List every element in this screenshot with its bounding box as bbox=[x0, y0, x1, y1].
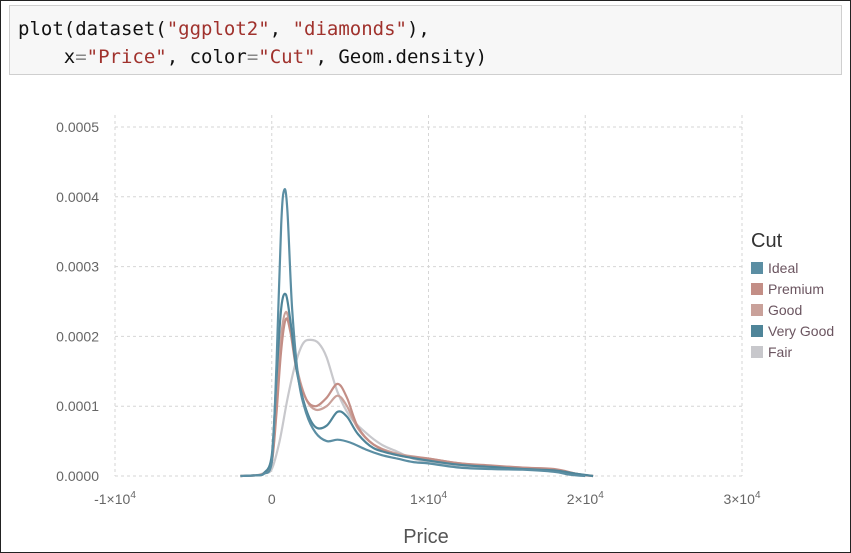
x-tick-label: 3×104 bbox=[723, 490, 761, 507]
code-string: "Price" bbox=[86, 46, 167, 68]
y-tick-label: 0.0004 bbox=[56, 189, 99, 205]
x-axis-label: Price bbox=[403, 526, 449, 548]
legend-label: Premium bbox=[768, 281, 824, 297]
legend-swatch bbox=[751, 325, 763, 337]
y-tick-label: 0.0002 bbox=[56, 328, 99, 344]
legend: Cut Ideal Premium Good Very Good Fair bbox=[751, 230, 834, 360]
code-token: ), bbox=[406, 18, 430, 40]
legend-label: Ideal bbox=[768, 260, 798, 276]
legend-swatch bbox=[751, 262, 763, 274]
code-token: , Geom.density) bbox=[315, 46, 488, 68]
legend-label: Very Good bbox=[768, 323, 834, 339]
code-operator: = bbox=[246, 46, 259, 68]
y-tick-label: 0.0001 bbox=[56, 398, 99, 414]
code-cell[interactable]: plot(dataset("ggplot2", "diamonds"), x="… bbox=[9, 5, 842, 75]
legend-swatch bbox=[751, 283, 763, 295]
legend-label: Good bbox=[768, 302, 802, 318]
y-tick-label: 0.0000 bbox=[56, 468, 99, 484]
legend-swatch bbox=[751, 346, 763, 358]
code-operator: = bbox=[75, 46, 87, 68]
code-string: "ggplot2" bbox=[166, 18, 270, 40]
x-tick-label: 1×104 bbox=[410, 490, 448, 507]
code-token: plot(dataset( bbox=[18, 18, 167, 40]
x-tick-label: -1×104 bbox=[94, 490, 136, 507]
code-string: "Cut" bbox=[258, 46, 316, 68]
y-tick-label: 0.0005 bbox=[56, 119, 99, 135]
code-token: , color bbox=[166, 46, 247, 68]
series-line-ideal bbox=[240, 188, 586, 478]
series-line-premium bbox=[240, 317, 594, 478]
legend-label: Fair bbox=[768, 344, 792, 360]
legend-title: Cut bbox=[751, 230, 783, 252]
x-tick-labels: -1×104 0 1×104 2×104 3×104 bbox=[94, 490, 761, 507]
series-line-fair bbox=[240, 338, 594, 478]
y-tick-label: 0.0003 bbox=[56, 259, 99, 275]
code-token: x bbox=[18, 46, 76, 68]
y-tick-labels: 0.0000 0.0001 0.0002 0.0003 0.0004 0.0005 bbox=[56, 119, 99, 484]
code-token: , bbox=[269, 18, 293, 40]
series-lines bbox=[240, 188, 594, 478]
legend-swatch bbox=[751, 304, 763, 316]
x-tick-label: 0 bbox=[268, 491, 276, 507]
code-line-1: plot(dataset("ggplot2", "diamonds"), bbox=[18, 18, 430, 40]
grid-lines bbox=[114, 115, 743, 477]
code-line-2: x="Price", color="Cut", Geom.density) bbox=[18, 46, 487, 68]
x-tick-label: 2×104 bbox=[567, 490, 605, 507]
code-string: "diamonds" bbox=[292, 18, 407, 40]
